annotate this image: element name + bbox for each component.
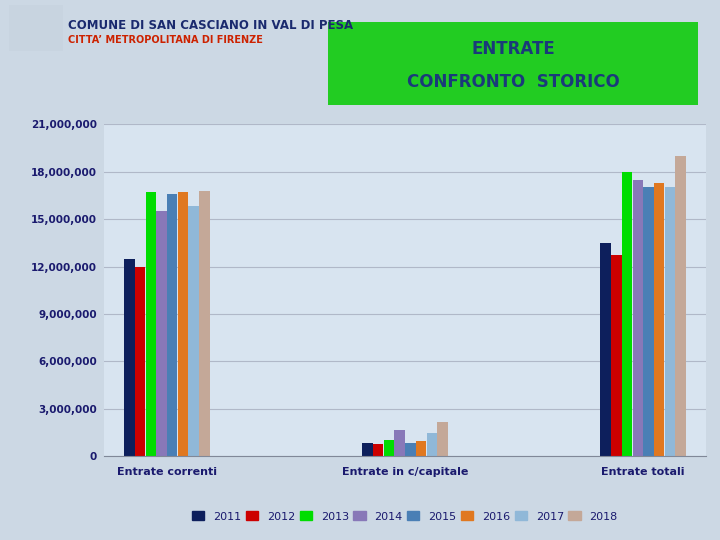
Bar	[675, 156, 685, 456]
Bar	[189, 206, 199, 456]
Text: ENTRATE: ENTRATE	[471, 40, 555, 58]
Text: COMUNE DI SAN CASCIANO IN VAL DI PESA: COMUNE DI SAN CASCIANO IN VAL DI PESA	[68, 19, 354, 32]
Bar	[167, 194, 177, 456]
Bar	[611, 255, 621, 456]
Bar	[622, 172, 632, 456]
Bar	[405, 443, 415, 456]
Bar	[156, 211, 167, 456]
Bar	[665, 187, 675, 456]
Bar	[654, 183, 665, 456]
Bar	[362, 443, 373, 456]
Bar	[373, 444, 384, 456]
Bar	[600, 243, 611, 456]
Legend: 2011, 2012, 2013, 2014, 2015, 2016, 2017, 2018: 2011, 2012, 2013, 2014, 2015, 2016, 2017…	[188, 507, 622, 526]
Bar	[199, 191, 210, 456]
Bar	[135, 267, 145, 456]
Bar	[145, 192, 156, 456]
Text: CONFRONTO  STORICO: CONFRONTO STORICO	[407, 73, 619, 91]
Bar	[395, 430, 405, 456]
Bar	[437, 422, 448, 456]
Text: CITTA’ METROPOLITANA DI FIRENZE: CITTA’ METROPOLITANA DI FIRENZE	[68, 35, 264, 45]
Bar	[125, 259, 135, 456]
Bar	[384, 440, 394, 456]
Bar	[416, 441, 426, 456]
Bar	[178, 192, 188, 456]
Bar	[633, 179, 643, 456]
Bar	[426, 433, 437, 456]
Bar	[643, 187, 654, 456]
